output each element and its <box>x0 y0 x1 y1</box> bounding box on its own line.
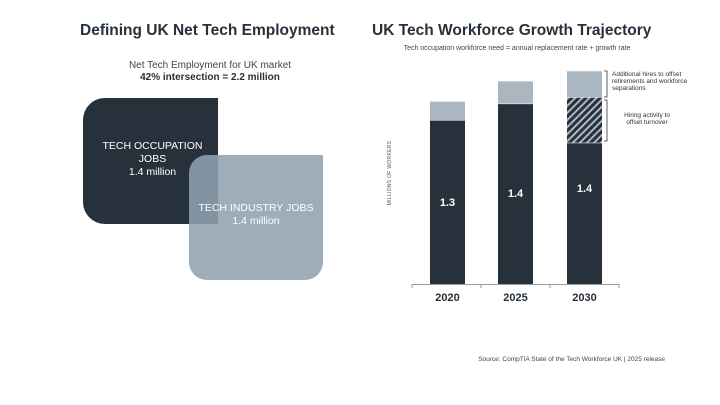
chart-title: UK Tech Workforce Growth Trajectory <box>372 22 652 39</box>
tech-occupation-label: TECH OCCUPATION JOBS <box>102 140 203 165</box>
tech-industry-box <box>189 155 323 280</box>
venn-subtitle: Net Tech Employment for UK market <box>128 60 292 71</box>
tech-industry-text: TECH INDUSTRY JOBS 1.4 million <box>189 202 323 228</box>
x-tick-2020: 2020 <box>435 292 459 304</box>
bar-segment-2020-0 <box>430 120 465 284</box>
tech-occupation-text: TECH OCCUPATION JOBS 1.4 million <box>85 140 220 179</box>
bar-segment-2030-1 <box>567 97 602 143</box>
annotation-replacement: Additional hires to offset retirements a… <box>612 71 688 92</box>
x-tick-2025: 2025 <box>503 292 527 304</box>
data-label-2020: 1.3 <box>440 197 455 209</box>
tech-industry-value: 1.4 million <box>232 215 280 227</box>
left-title: Defining UK Net Tech Employment <box>80 22 335 39</box>
bar-segment-2030-2 <box>567 70 602 98</box>
annotation-brackets <box>604 70 608 142</box>
annotation-turnover: Hiring activity to offset turnover <box>624 112 670 126</box>
bar-segment-2025-2 <box>498 80 533 104</box>
tech-industry-label: TECH INDUSTRY JOBS <box>198 202 314 214</box>
venn-intersection: 42% intersection = 2.2 million <box>140 72 280 83</box>
bar-segment-2020-2 <box>430 101 465 120</box>
source-note: Source: CompTIA State of the Tech Workfo… <box>478 356 665 363</box>
data-label-2030: 1.4 <box>577 183 593 195</box>
tech-occupation-value: 1.4 million <box>128 166 177 178</box>
chart-subtitle: Tech occupation workforce need = annual … <box>403 45 631 52</box>
x-tick-2030: 2030 <box>572 292 596 304</box>
data-label-2025: 1.4 <box>508 188 524 200</box>
bar-segment-2030-0 <box>567 142 602 284</box>
bar-segment-2025-0 <box>498 103 533 284</box>
